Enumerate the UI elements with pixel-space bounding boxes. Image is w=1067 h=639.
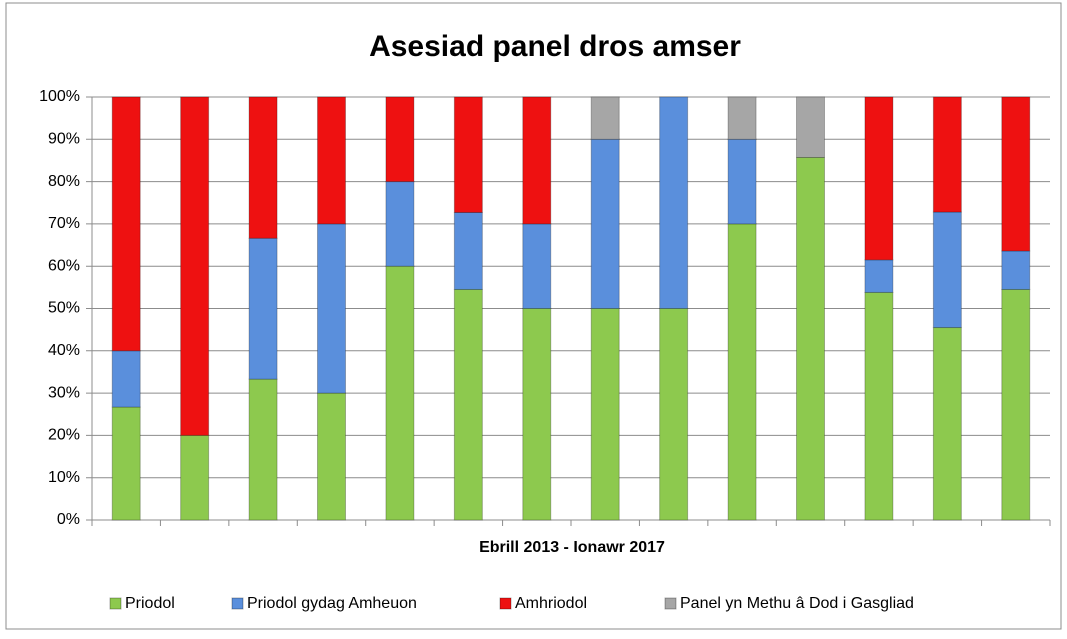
chart-title: Asesiad panel dros amser <box>369 30 741 63</box>
bar-segment <box>590 96 620 140</box>
bar-segment <box>1001 96 1031 252</box>
bar-segment <box>385 96 415 183</box>
bar-segment <box>522 223 552 309</box>
bar-segment <box>522 96 552 225</box>
bar-segment <box>248 237 278 380</box>
bar-segment <box>317 96 346 225</box>
bar-segment <box>317 223 346 394</box>
legend-swatch <box>231 597 244 610</box>
y-tick-label: 40% <box>48 342 80 359</box>
bar-segment <box>932 327 962 521</box>
bar-segment <box>864 96 894 261</box>
bar-segment <box>180 96 210 436</box>
legend-label: Priodol gydag Amheuon <box>247 595 417 612</box>
bar-segment <box>727 223 757 521</box>
bar-segment <box>864 259 894 293</box>
bar-segment <box>590 138 620 309</box>
bar-segment <box>453 211 483 290</box>
bar-segment <box>1001 250 1031 290</box>
bar-segment <box>522 308 552 521</box>
bar-segment <box>659 308 689 521</box>
y-tick-label: 30% <box>48 384 80 401</box>
y-tick-label: 70% <box>48 215 80 232</box>
bar-segment <box>248 378 278 521</box>
bar-segment <box>248 96 278 239</box>
y-tick-label: 80% <box>48 173 80 190</box>
bar-segment <box>659 96 689 309</box>
bar-segment <box>453 288 483 521</box>
legend-swatch <box>664 597 677 610</box>
bar-segment <box>796 156 825 521</box>
legend-swatch <box>499 597 512 610</box>
y-tick-label: 0% <box>57 511 80 528</box>
y-tick-label: 90% <box>48 131 80 148</box>
bar-segment <box>180 434 210 521</box>
legend-label: Priodol <box>125 595 175 612</box>
bar-segment <box>864 291 894 521</box>
y-tick-label: 100% <box>39 88 80 105</box>
bar-segment <box>453 96 483 213</box>
bar-segment <box>590 308 620 521</box>
bar-segment <box>727 96 757 140</box>
x-axis-label: Ebrill 2013 - Ionawr 2017 <box>479 539 665 556</box>
bar-segment <box>317 392 346 521</box>
bar-segment <box>385 181 415 267</box>
y-tick-label: 50% <box>48 300 80 317</box>
bar-segment <box>385 265 415 521</box>
bar-segment <box>796 96 825 158</box>
bar-segment <box>1001 288 1031 521</box>
bar-segment <box>932 96 962 213</box>
bar-segment <box>727 138 757 225</box>
legend-label: Amhriodol <box>515 595 587 612</box>
legend-swatch <box>109 597 122 610</box>
y-tick-label: 20% <box>48 427 80 444</box>
bar-segment <box>111 96 141 352</box>
bar-segment <box>932 211 962 329</box>
bar-segment <box>111 406 141 521</box>
legend-label: Panel yn Methu â Dod i Gasgliad <box>680 595 914 612</box>
bar-segment <box>111 350 141 408</box>
y-tick-label: 10% <box>48 469 80 486</box>
y-tick-label: 60% <box>48 257 80 274</box>
